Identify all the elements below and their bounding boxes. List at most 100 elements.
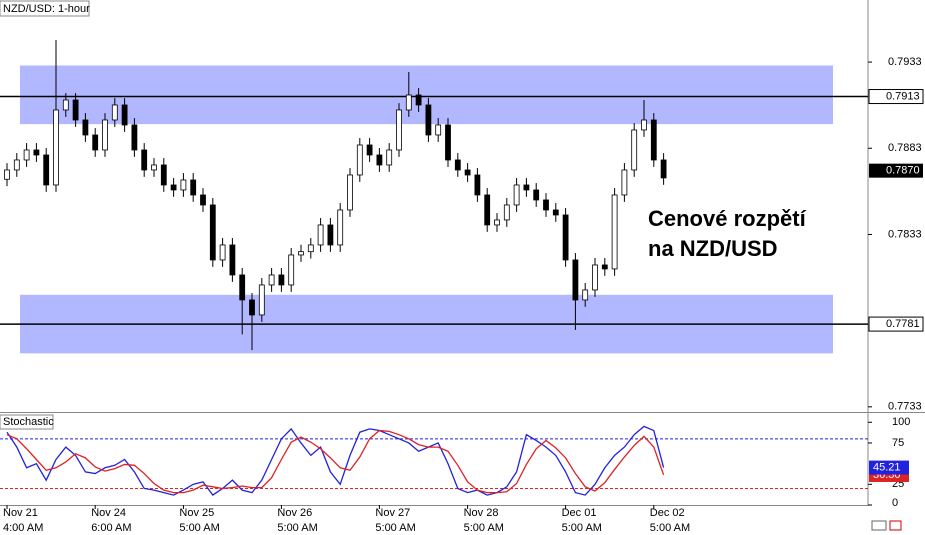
x-tick-label: Dec 02 (650, 507, 685, 519)
y-tick-label: 0.7733 (888, 401, 922, 413)
y-tick-label: 75 (892, 437, 904, 449)
title-box (0, 414, 54, 430)
price-label: 0.7781 (886, 318, 920, 330)
candle-body (503, 204, 510, 221)
candle-body (513, 184, 520, 206)
candle-body (298, 251, 304, 256)
candle-body (366, 144, 373, 156)
candle-body (484, 194, 491, 226)
icon (889, 520, 902, 531)
candle-body (82, 119, 89, 136)
candle-body (601, 264, 608, 270)
candle-body (474, 174, 481, 196)
candle-body (13, 159, 20, 171)
annotation: na NZD/USD (648, 236, 778, 261)
candle-body (92, 134, 99, 151)
title-box (0, 0, 90, 17)
candle-body (219, 244, 226, 261)
x-tick-label: Nov 21 (3, 507, 38, 519)
candle-body (562, 214, 569, 261)
x-tick-label: Nov 26 (277, 507, 312, 519)
candle-body (33, 149, 40, 156)
candle-body (454, 159, 461, 171)
candle-body (4, 169, 10, 180)
candle-body (200, 194, 206, 206)
candle-body (62, 99, 69, 111)
candle-body (317, 224, 324, 246)
candle-body (494, 219, 500, 226)
annotation: Cenové rozpětí (648, 206, 807, 231)
candle-body (347, 174, 353, 211)
x-tick-label: Nov 24 (91, 507, 126, 519)
candle-body (582, 289, 589, 301)
candle-body (425, 104, 432, 136)
price-label-box (868, 316, 924, 332)
x-tick-label: 4:00 AM (3, 522, 43, 534)
value-label: 45.21 (873, 462, 901, 474)
candle-body (170, 184, 177, 191)
candle-body (102, 119, 108, 151)
candle-body (660, 159, 667, 179)
candle-body (405, 94, 412, 111)
y-tick-label: 0.7883 (888, 142, 922, 154)
x-tick-label: 5:00 AM (464, 522, 504, 534)
candle-body (611, 194, 618, 270)
x-tick-label: 5:00 AM (562, 522, 602, 534)
candle-body (141, 149, 148, 171)
candle-body (592, 264, 598, 291)
panel-title: Stochastic (3, 416, 54, 428)
candle-body (337, 209, 344, 246)
candle-body (111, 104, 118, 121)
candle-body (572, 259, 579, 301)
x-tick-label: 5:00 AM (179, 522, 219, 534)
y-tick-label: 0.7833 (888, 228, 922, 240)
price-label: 0.7913 (886, 90, 920, 102)
candle-body (386, 149, 393, 166)
x-tick-label: Nov 27 (375, 507, 410, 519)
candle-body (278, 274, 285, 286)
x-tick-label: 6:00 AM (91, 522, 131, 534)
candle-body (239, 274, 246, 301)
candle-body (376, 154, 383, 166)
x-tick-label: Dec 01 (562, 507, 597, 519)
candle-body (650, 119, 657, 161)
candle-body (43, 154, 50, 186)
y-tick-label: 100 (892, 416, 910, 428)
candle-body (621, 169, 628, 196)
y-tick-label: 0.7933 (888, 56, 922, 68)
x-tick-label: Nov 25 (179, 507, 214, 519)
candle-body (23, 149, 30, 161)
candle-body (121, 104, 128, 126)
candle-body (190, 179, 197, 196)
candle-body (151, 164, 157, 171)
candle-body (523, 184, 530, 191)
candle-body (180, 179, 187, 191)
candle-body (533, 189, 540, 201)
candle-body (552, 209, 559, 216)
candle-body (356, 144, 363, 176)
candle-body (396, 109, 402, 151)
candle-body (249, 299, 255, 316)
candle-body (53, 109, 59, 186)
x-tick-label: Nov 28 (464, 507, 499, 519)
icon (871, 520, 887, 531)
last-price-box (869, 163, 923, 178)
x-tick-label: 5:00 AM (375, 522, 415, 534)
candle-body (268, 274, 275, 286)
candle-body (631, 129, 638, 171)
chart-title: NZD/USD: 1-hour (3, 3, 90, 15)
x-tick-label: 5:00 AM (650, 522, 690, 534)
candle-body (445, 124, 451, 161)
candle-body (415, 94, 422, 106)
y-tick-label: 0 (892, 497, 898, 509)
candle-body (327, 224, 334, 246)
value-box (869, 460, 909, 475)
stochastic-line (6, 429, 665, 494)
candle-body (543, 199, 549, 211)
candle-body (131, 124, 138, 151)
candle-body (288, 254, 295, 286)
stochastic-line (6, 425, 665, 496)
candle-body (229, 244, 236, 276)
candle-body (160, 164, 167, 186)
